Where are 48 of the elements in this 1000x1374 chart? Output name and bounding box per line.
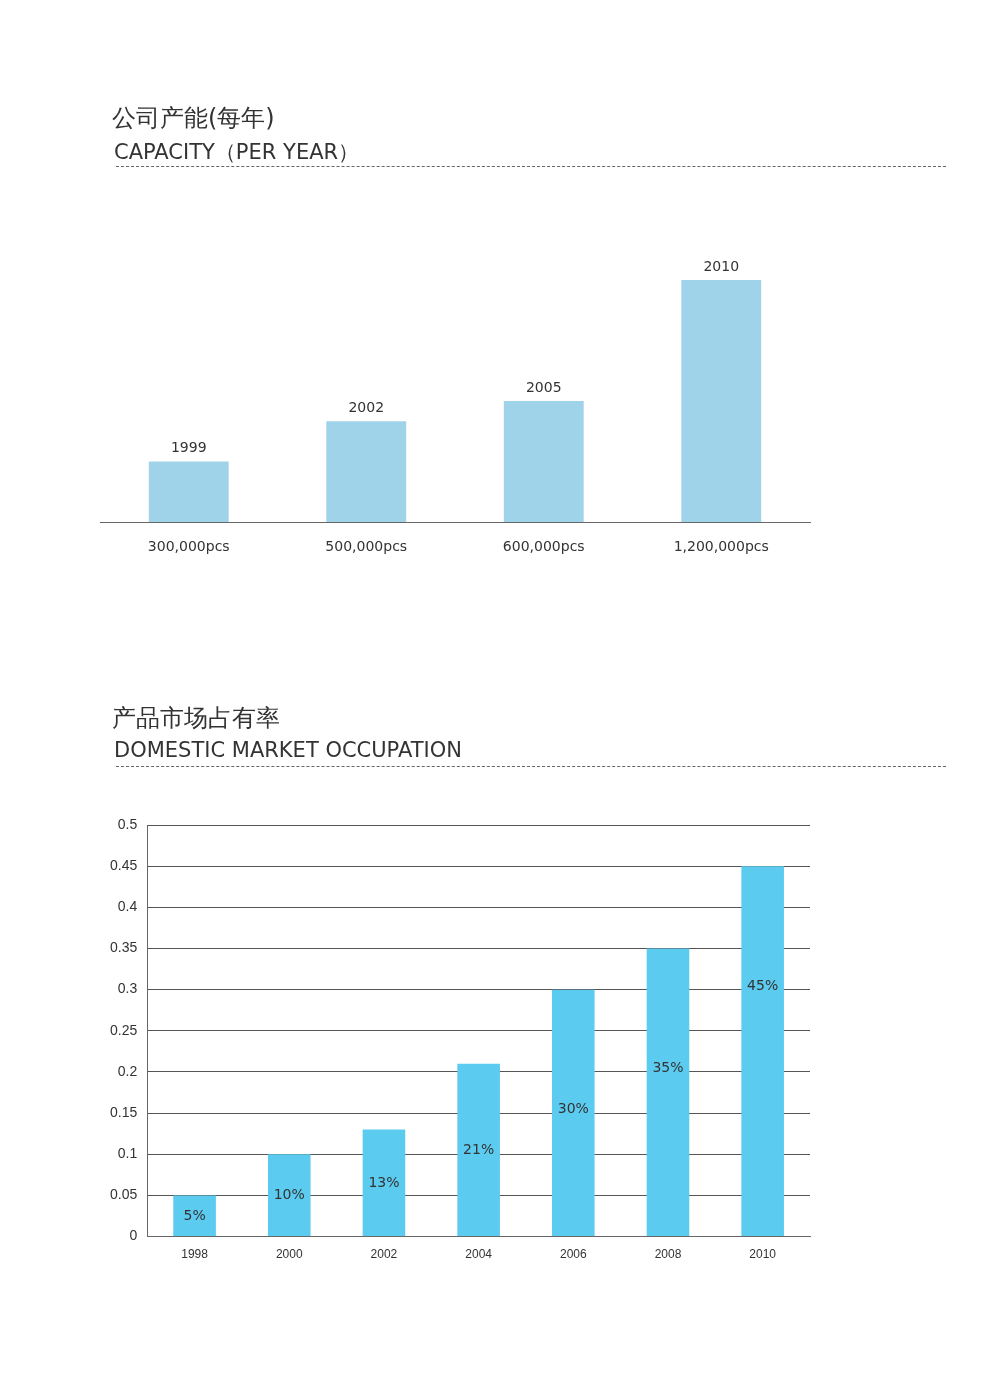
category-label: 2010: [703, 257, 740, 274]
data-label: 10%: [273, 1186, 305, 1203]
bar: [267, 1154, 311, 1237]
bar: [741, 866, 784, 1237]
data-label: 600,000pcs: [502, 537, 585, 554]
category-label: 2005: [525, 378, 562, 395]
category-label: 2002: [348, 398, 385, 415]
chart-title: 产品市场占有率: [112, 703, 280, 734]
bar: [552, 989, 595, 1237]
y-tick-label: 0.2: [117, 1062, 138, 1079]
data-label: 21%: [463, 1140, 495, 1157]
category-label: 1999: [170, 439, 207, 456]
x-tick-label: 2006: [559, 1247, 587, 1262]
data-label: 5%: [183, 1206, 206, 1223]
bar: [457, 1063, 500, 1237]
data-label: 35%: [652, 1059, 684, 1076]
y-tick-label: 0.25: [110, 1021, 138, 1038]
x-tick-label: 2010: [749, 1247, 777, 1262]
y-tick-label: 0.3: [117, 980, 138, 997]
data-label: 13%: [368, 1173, 400, 1190]
x-tick-label: 2000: [275, 1247, 303, 1262]
data-label: 1,200,000pcs: [673, 537, 769, 554]
chart-subtitle: DOMESTIC MARKET OCCUPATION: [114, 738, 462, 762]
y-tick-label: 0.1: [117, 1145, 138, 1162]
y-tick-label: 0: [129, 1227, 138, 1244]
data-label: 45%: [747, 976, 779, 993]
bar: [362, 1129, 406, 1237]
x-tick-label: 2008: [654, 1247, 682, 1262]
data-label: 30%: [557, 1100, 589, 1117]
y-tick-label: 0.05: [110, 1186, 138, 1203]
y-tick-label: 0.4: [117, 898, 138, 915]
bar: [326, 421, 407, 522]
x-tick-label: 2002: [370, 1247, 398, 1262]
data-label: 500,000pcs: [325, 537, 408, 554]
chart-subtitle: CAPACITY（PER YEAR）: [114, 139, 360, 166]
data-label: 300,000pcs: [147, 537, 230, 554]
chart-title: 公司产能(每年): [112, 103, 275, 134]
bar: [646, 948, 690, 1237]
x-tick-label: 1998: [181, 1247, 209, 1262]
y-tick-label: 0.5: [117, 815, 138, 832]
bar: [503, 401, 584, 522]
y-tick-label: 0.35: [110, 939, 138, 956]
y-tick-label: 0.15: [110, 1103, 138, 1120]
x-tick-label: 2004: [465, 1247, 493, 1262]
y-tick-label: 0.45: [110, 857, 138, 874]
bar: [148, 461, 229, 522]
bar: [681, 280, 762, 522]
bar: [173, 1195, 216, 1237]
